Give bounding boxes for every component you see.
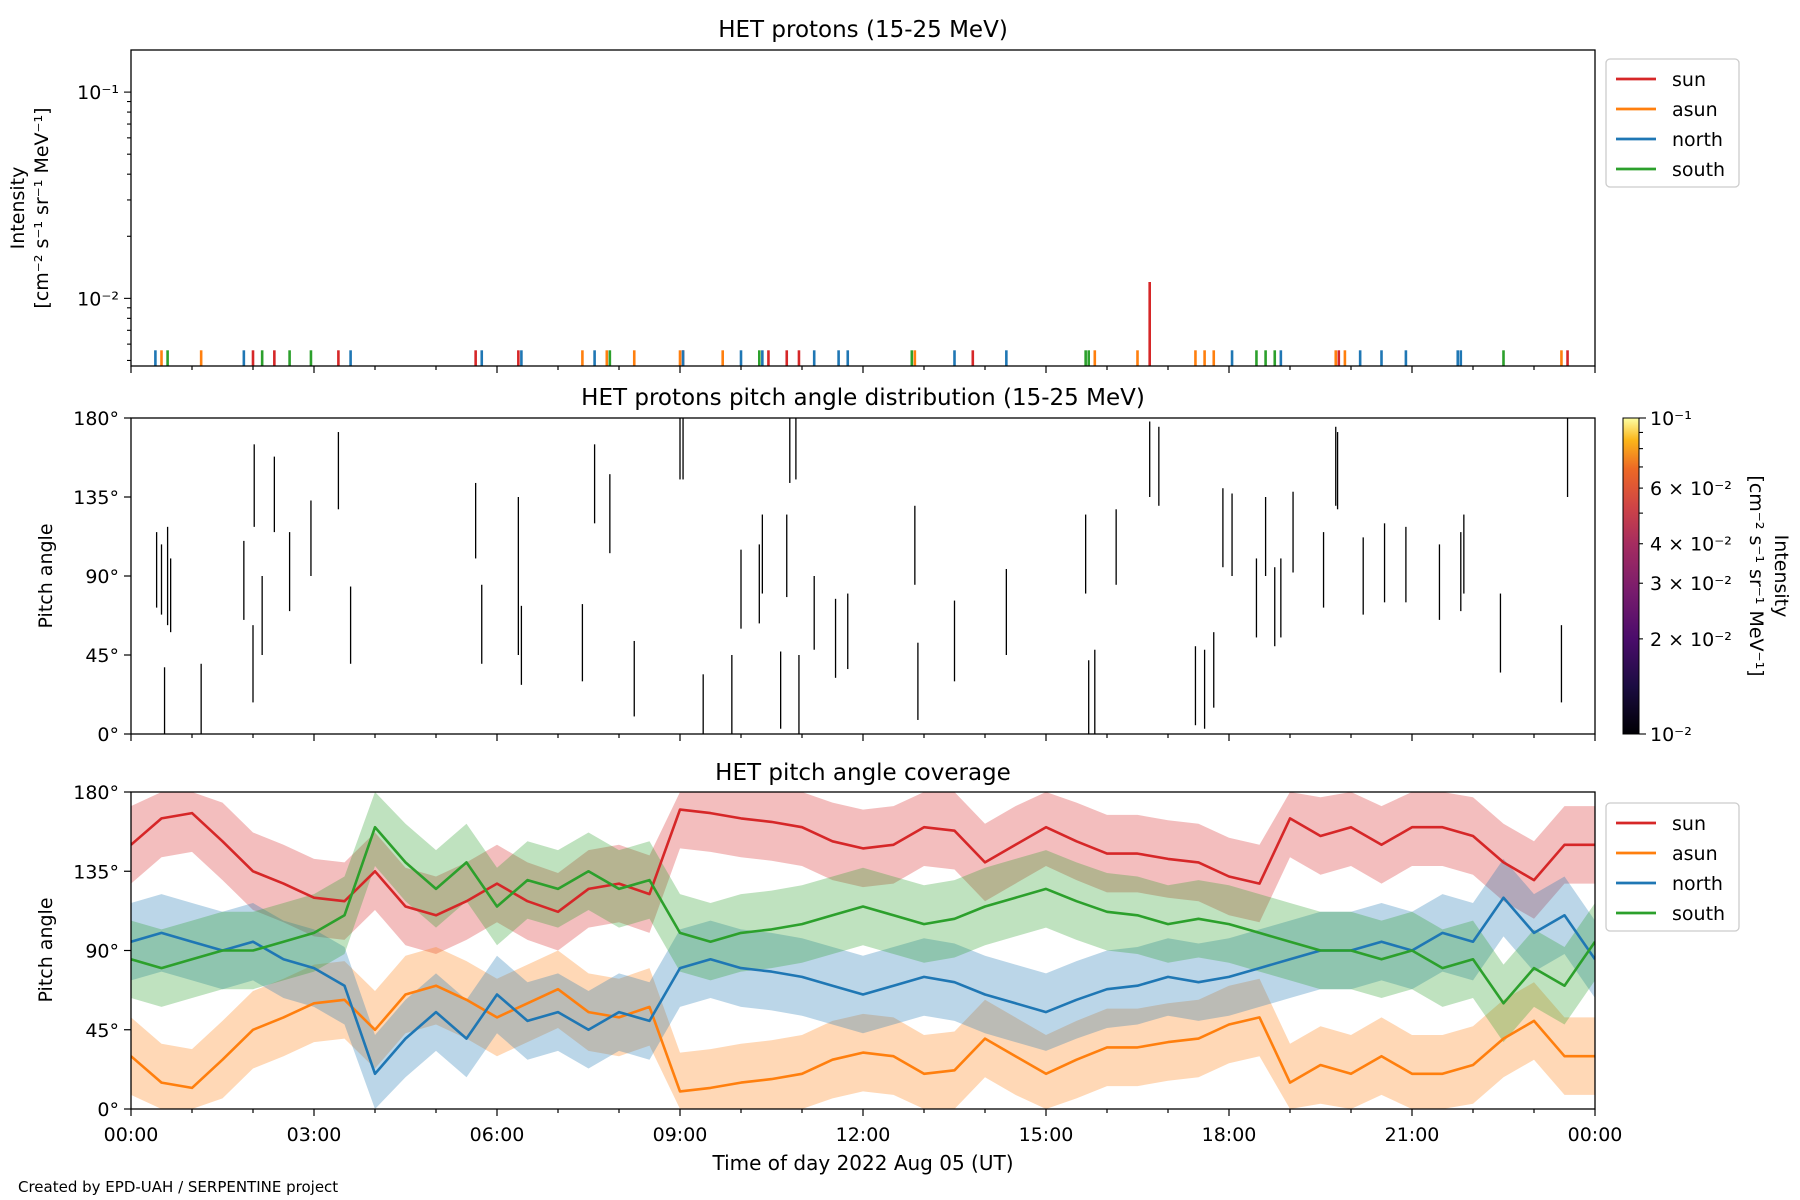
pad-ylabel: Pitch angle (35, 523, 57, 628)
y-tick-label: 135° (73, 861, 119, 883)
y-tick-label: 90° (85, 941, 119, 963)
coverage-legend: sun asun north south (1605, 802, 1740, 932)
pad-title: HET protons pitch angle distribution (15… (581, 385, 1145, 411)
pad-panel: HET protons pitch angle distribution (15… (35, 385, 1792, 746)
x-tick-label: 00:00 (104, 1124, 159, 1146)
y-tick-label: 180° (73, 782, 119, 804)
legend-label-asun: asun (1672, 99, 1718, 121)
intensity-ylabel-line1: Intensity (7, 167, 29, 250)
pad-x-ticks (130, 734, 1596, 741)
colorbar-label: Intensity (1770, 535, 1792, 618)
colorbar-tick-label: 10⁻² (1650, 724, 1692, 746)
legend-box (1605, 58, 1740, 188)
coverage-band-north (131, 858, 1595, 1109)
pad-segments (155, 418, 1569, 734)
coverage-band-sun (131, 792, 1595, 954)
y-tick-label: 135° (73, 487, 119, 509)
legend-box (1605, 802, 1740, 932)
coverage-panel: HET pitch angle coverage 0° 45° 90° 135° 180… (35, 760, 1740, 1146)
coverage-band-asun (131, 947, 1595, 1109)
colorbar-tick-label: 3 × 10⁻² (1650, 573, 1732, 595)
coverage-y-ticks: 0° 45° 90° 135° 180° (73, 782, 131, 1121)
intensity-title: HET protons (15-25 MeV) (718, 17, 1008, 43)
coverage-series (131, 792, 1595, 1109)
intensity-plot-frame (130, 49, 1596, 367)
colorbar-tick-label: 6 × 10⁻² (1650, 478, 1732, 500)
x-tick-label: 09:00 (653, 1124, 708, 1146)
y-tick-label: 90° (85, 566, 119, 588)
legend-label-north: north (1672, 129, 1723, 151)
legend-label-asun: asun (1672, 843, 1718, 865)
pad-y-ticks: 0° 45° 90° 135° 180° (73, 408, 131, 746)
coverage-x-ticks: 00:00 03:00 06:00 09:00 12:00 15:00 18:00 21:00… (104, 1109, 1623, 1146)
x-tick-label: 21:00 (1385, 1124, 1440, 1146)
intensity-panel: HET protons (15-25 MeV) 10⁻¹ 10⁻² Intensi… (7, 17, 1740, 373)
x-tick-label: 18:00 (1202, 1124, 1257, 1146)
legend-label-south: south (1672, 159, 1725, 181)
x-tick-label: 06:00 (470, 1124, 525, 1146)
x-tick-label: 03:00 (287, 1124, 342, 1146)
intensity-x-ticks (130, 366, 1596, 373)
coverage-band-south (131, 792, 1595, 1043)
y-tick-label: 10⁻¹ (77, 82, 119, 104)
intensity-ylabel-line2: [cm⁻² s⁻¹ sr⁻¹ MeV⁻¹] (31, 107, 53, 308)
y-tick-label: 45° (85, 1020, 119, 1042)
legend-label-south: south (1672, 903, 1725, 925)
colorbar-tick-label: 2 × 10⁻² (1650, 629, 1732, 651)
intensity-spikes (154, 282, 1569, 366)
y-tick-label: 180° (73, 408, 119, 430)
colorbar-tick-label: 4 × 10⁻² (1650, 534, 1732, 556)
coverage-ylabel: Pitch angle (35, 897, 57, 1002)
coverage-line-asun (131, 984, 1595, 1093)
intensity-y-ticks: 10⁻¹ 10⁻² (77, 82, 131, 362)
colorbar-tick-label: 10⁻¹ (1650, 408, 1692, 430)
colorbar (1622, 417, 1640, 735)
coverage-line-sun (131, 808, 1595, 917)
x-axis-label: Time of day 2022 Aug 05 (UT) (711, 1151, 1013, 1175)
x-tick-label: 00:00 (1568, 1124, 1623, 1146)
footer-credit: Created by EPD-UAH / SERPENTINE project (18, 1178, 338, 1196)
coverage-line-south (131, 825, 1595, 1005)
coverage-title: HET pitch angle coverage (715, 760, 1011, 786)
pad-plot-frame (130, 417, 1596, 735)
y-tick-label: 0° (97, 724, 119, 746)
y-tick-label: 45° (85, 645, 119, 667)
x-tick-label: 15:00 (1019, 1124, 1074, 1146)
colorbar-units: [cm⁻² s⁻¹ sr⁻¹ MeV⁻¹] (1745, 475, 1767, 676)
legend-label-sun: sun (1672, 813, 1706, 835)
y-tick-label: 10⁻² (77, 288, 119, 310)
colorbar-ticks: 10⁻¹ 6 × 10⁻² 4 × 10⁻² 3 × 10⁻² 2 × 10⁻² 10⁻² (1639, 408, 1732, 746)
legend-label-sun: sun (1672, 69, 1706, 91)
y-tick-label: 0° (97, 1099, 119, 1121)
legend-label-north: north (1672, 873, 1723, 895)
intensity-legend: sun asun north south (1605, 58, 1740, 188)
x-tick-label: 12:00 (836, 1124, 891, 1146)
